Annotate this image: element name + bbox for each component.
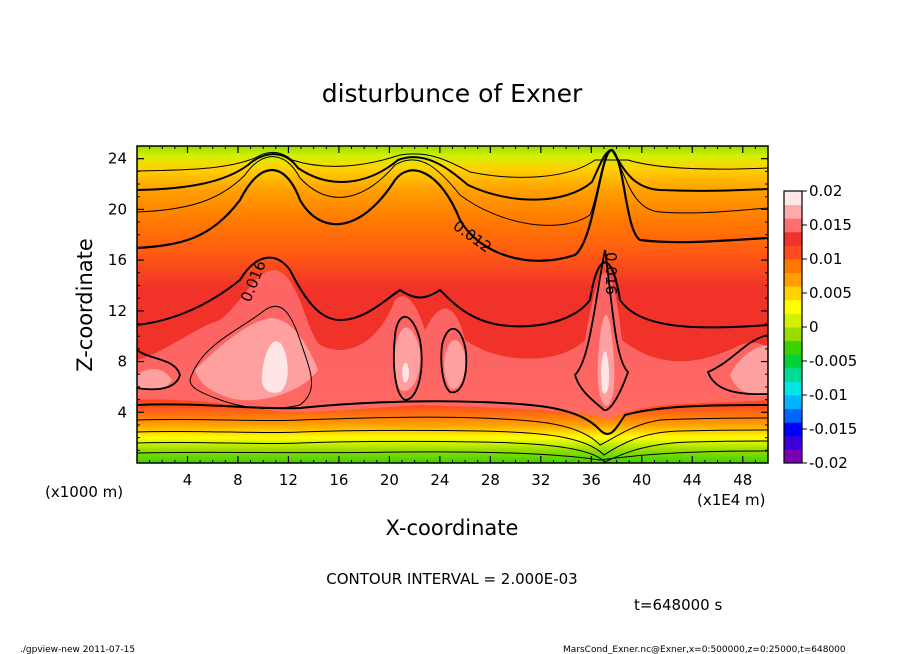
contour-line [137, 440, 768, 463]
y-axis-title: Z-coordinate [73, 238, 97, 372]
x-tick-label: 44 [683, 471, 702, 489]
colorbar-tick-label: 0.02 [809, 182, 842, 200]
contour-line [706, 334, 768, 396]
y-tick-label: 8 [117, 353, 127, 371]
colorbar-swatch [784, 354, 802, 369]
colorbar: 0.02 0.015 0.01 0.005 0 -0.005 -0.01 -0.015 -0.0… [783, 182, 857, 472]
colorbar-swatch [784, 340, 802, 355]
colorbar-tick-label: -0.01 [809, 386, 848, 404]
contour-line [137, 256, 768, 329]
colorbar-swatch [784, 327, 802, 342]
x-tick-label: 48 [733, 471, 752, 489]
x-tick-label: 32 [531, 471, 550, 489]
y-axis: 4 8 12 16 20 24 [108, 150, 768, 451]
colorbar-tick-label: 0.015 [809, 216, 852, 234]
colorbar-swatch [784, 299, 802, 314]
contour-line [137, 429, 768, 456]
colorbar-swatch [784, 231, 802, 246]
colorbar-swatch [784, 245, 802, 260]
footer-right: MarsCond_Exner.nc@Exner,x=0:500000,z=0:2… [563, 645, 846, 654]
x-tick-label: 28 [481, 471, 500, 489]
x-tick-label: 4 [183, 471, 193, 489]
x-tick-label: 24 [430, 471, 449, 489]
contour-interval: CONTOUR INTERVAL = 2.000E-03 [326, 570, 577, 588]
contour-line [137, 148, 768, 262]
y-tick-label: 4 [117, 403, 127, 421]
colorbar-tick-label: -0.015 [809, 420, 857, 438]
colorbar-tick-label: 0.005 [809, 284, 852, 302]
colorbar-swatch [784, 259, 802, 274]
contour-line [137, 450, 768, 461]
colorbar-swatch [784, 435, 802, 450]
footer-left: ./gpview-new 2011-07-15 [20, 645, 135, 654]
contour-line [137, 148, 768, 201]
colorbar-swatch [784, 272, 802, 287]
x-axis-title: X-coordinate [386, 516, 519, 540]
x-tick-label: 12 [279, 471, 298, 489]
contour-lines [137, 148, 768, 463]
colorbar-swatch [784, 313, 802, 328]
colorbar-swatch [784, 218, 802, 233]
y-axis-unit: (x1000 m) [45, 483, 123, 501]
colorbar-swatch [784, 367, 802, 382]
field-band-high-2 [137, 315, 768, 406]
contour-line [137, 400, 768, 435]
colorbar-swatch [784, 449, 802, 464]
x-tick-label: 36 [582, 471, 601, 489]
x-axis: 4 8 12 16 20 24 28 32 36 40 44 48 [149, 146, 756, 489]
contour-line [440, 327, 468, 394]
y-tick-label: 12 [108, 302, 127, 320]
colorbar-tick-label: -0.02 [809, 454, 848, 472]
y-tick-label: 16 [108, 251, 127, 269]
colorbar-tick-label: 0 [809, 318, 819, 336]
y-tick-label: 24 [108, 150, 127, 168]
colorbar-tick-label: 0.01 [809, 250, 842, 268]
contour-line [573, 249, 630, 411]
plot-area [137, 146, 768, 463]
x-tick-label: 40 [632, 471, 651, 489]
chart-title: disturbunce of Exner [322, 79, 583, 108]
x-tick-label: 8 [233, 471, 243, 489]
contour-line [392, 316, 423, 401]
colorbar-swatch [784, 204, 802, 219]
colorbar-swatch [784, 286, 802, 301]
x-tick-label: 16 [329, 471, 348, 489]
y-tick-label: 20 [108, 200, 127, 218]
colorbar-swatch [784, 191, 802, 206]
contour-line [189, 305, 313, 409]
field-background [137, 146, 768, 463]
colorbar-swatch [784, 395, 802, 410]
colorbar-swatch [784, 422, 802, 437]
colorbar-tick-label: -0.005 [809, 352, 857, 370]
contour-line [137, 416, 768, 446]
x-axis-unit: (x1E4 m) [697, 491, 766, 509]
contour-label: 0.016 [602, 252, 620, 295]
x-tick-label: 20 [380, 471, 399, 489]
time-label: t=648000 s [634, 596, 722, 614]
contour-line [137, 149, 768, 226]
contour-line [137, 349, 181, 391]
colorbar-swatch [784, 408, 802, 423]
contour-line [137, 151, 768, 178]
colorbar-swatch [784, 381, 802, 396]
